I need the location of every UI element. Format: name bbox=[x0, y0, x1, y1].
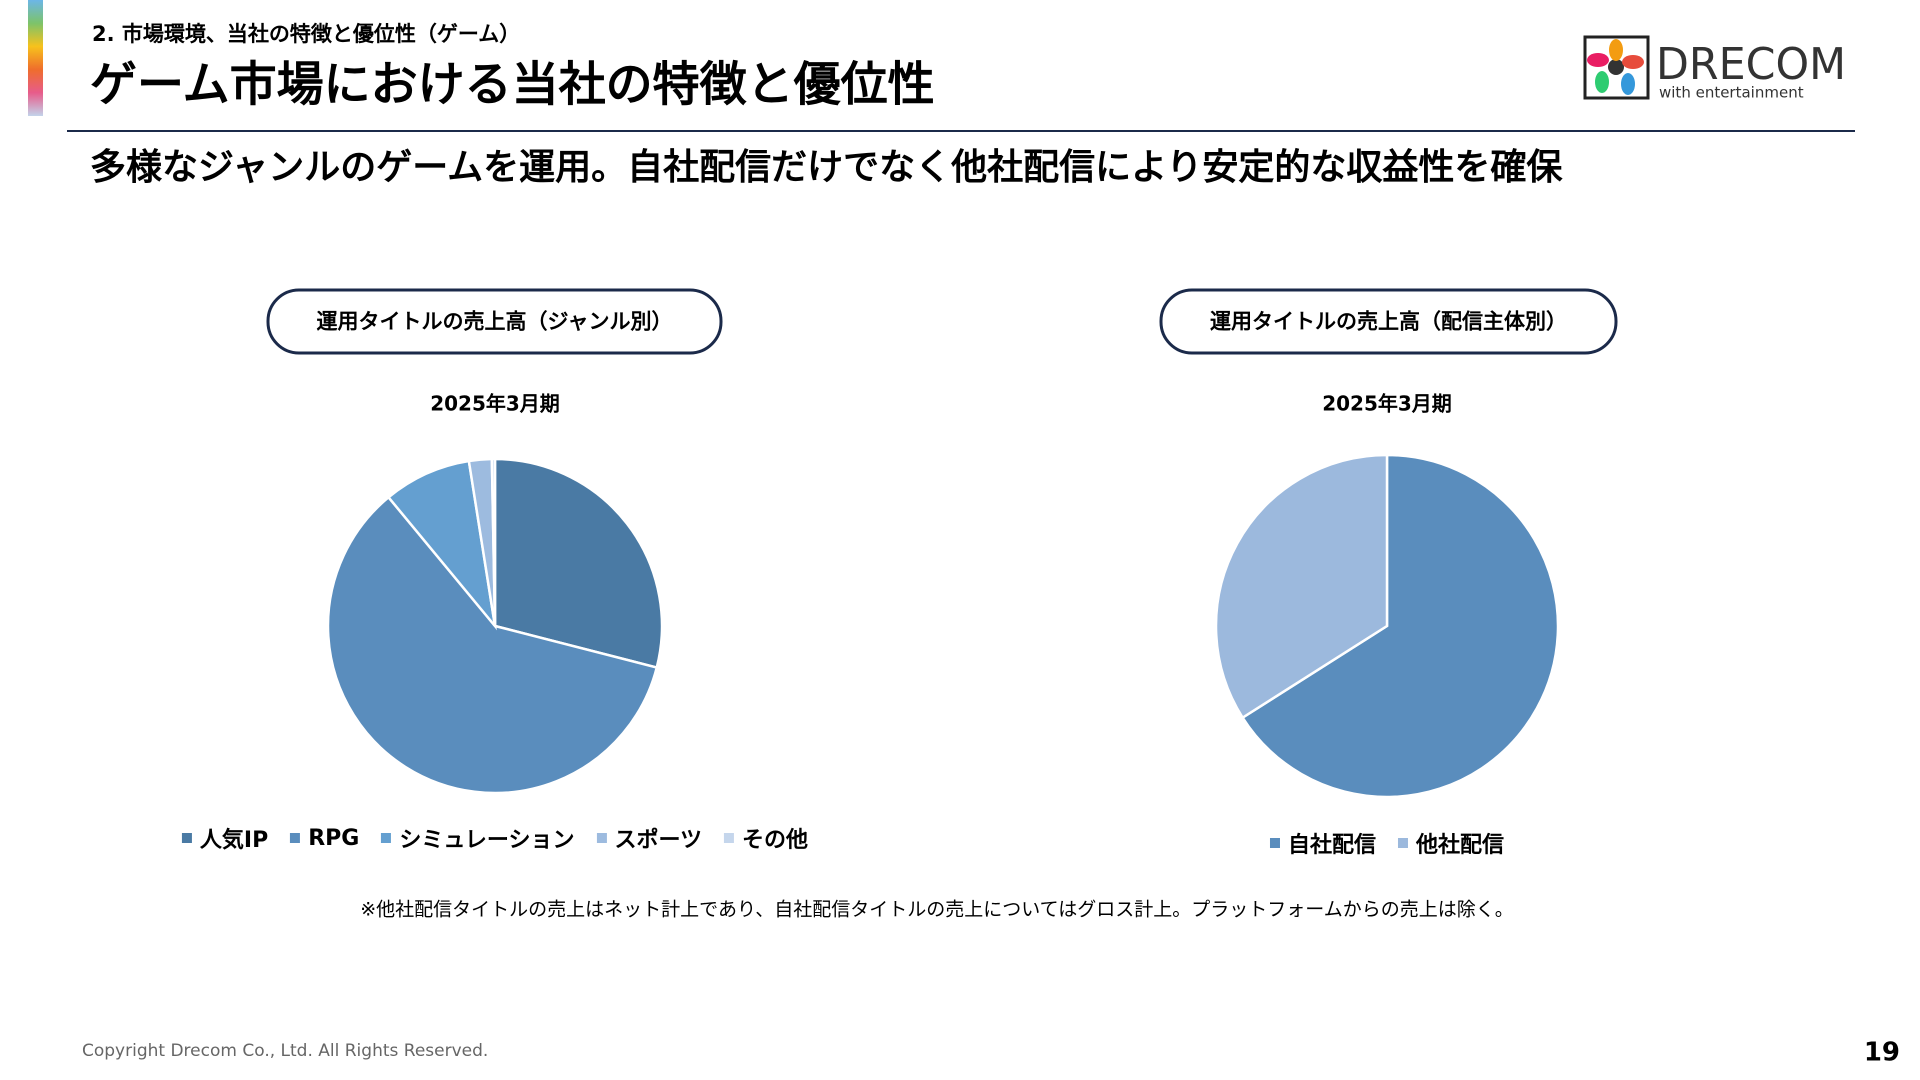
legend-swatch bbox=[181, 833, 192, 843]
legend-item: RPG bbox=[290, 822, 359, 854]
legend-swatch bbox=[596, 833, 607, 843]
legend-item: スポーツ bbox=[596, 822, 702, 854]
legend-swatch bbox=[724, 833, 735, 843]
pie-slice bbox=[493, 457, 664, 670]
pie-slice bbox=[490, 457, 497, 627]
legend-item: 人気IP bbox=[181, 822, 269, 854]
pie-slice bbox=[326, 495, 659, 795]
chart-title: 2025年3月期 bbox=[1322, 392, 1452, 416]
page-title: ゲーム市場における当社の特徴と優位性 bbox=[90, 58, 935, 113]
pie-slice bbox=[386, 459, 497, 631]
logo-text: DRECOM bbox=[1656, 39, 1846, 90]
legend-label: 人気IP bbox=[199, 828, 269, 853]
pie-slice bbox=[1214, 453, 1389, 720]
legend-label: その他 bbox=[742, 828, 809, 853]
chart-label-pill bbox=[266, 288, 723, 355]
chart-title: 2025年3月期 bbox=[430, 392, 560, 416]
legend: 自社配信 他社配信 bbox=[1269, 827, 1504, 859]
legend-item: 他社配信 bbox=[1398, 827, 1504, 859]
legend-item: その他 bbox=[724, 822, 808, 854]
chart-label-pill bbox=[1159, 288, 1618, 355]
legend-label: 他社配信 bbox=[1416, 833, 1505, 858]
chart-label: 運用タイトルの売上高（配信主体別） bbox=[1210, 310, 1567, 334]
copyright: Copyright Drecom Co., Ltd. All Rights Re… bbox=[82, 1041, 488, 1061]
accent-bar bbox=[28, 0, 43, 116]
legend-label: シミュレーション bbox=[399, 828, 575, 853]
pie-slice bbox=[1240, 453, 1560, 799]
legend: 人気IP RPG シミュレーション スポーツ その他 bbox=[181, 822, 808, 854]
legend-swatch bbox=[1398, 838, 1408, 848]
logo: DRECOM with entertainment bbox=[1583, 35, 1846, 102]
legend-swatch bbox=[381, 833, 392, 843]
legend-swatch bbox=[290, 833, 301, 843]
legend-label: RPG bbox=[308, 825, 360, 851]
legend-label: スポーツ bbox=[614, 828, 703, 853]
legend-label: 自社配信 bbox=[1287, 833, 1376, 858]
logo-tagline: with entertainment bbox=[1659, 84, 1804, 102]
footnote: ※他社配信タイトルの売上はネット計上であり、自社配信タイトルの売上についてはグロ… bbox=[360, 899, 1513, 921]
legend-swatch bbox=[1269, 838, 1280, 848]
section-label: 2. 市場環境、当社の特徴と優位性（ゲーム） bbox=[92, 22, 520, 46]
legend-item: 自社配信 bbox=[1269, 827, 1376, 859]
lead-text: 多様なジャンルのゲームを運用。自社配信だけでなく他社配信により安定的な収益性を確… bbox=[90, 147, 1563, 188]
legend-item: シミュレーション bbox=[381, 822, 574, 854]
chart-label: 運用タイトルの売上高（ジャンル別） bbox=[317, 310, 673, 334]
page-number: 19 bbox=[1864, 1038, 1900, 1068]
